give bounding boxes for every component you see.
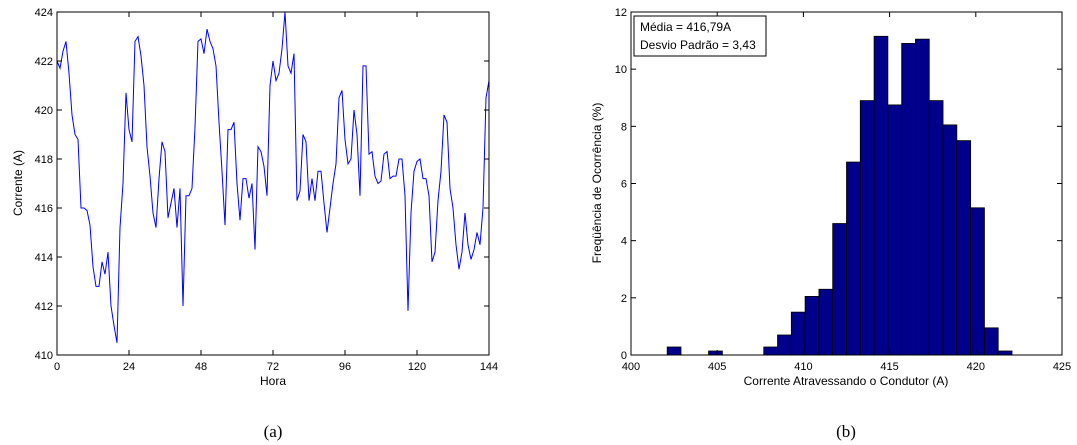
x-tick-label: 425 xyxy=(1053,361,1071,373)
histogram-bar xyxy=(790,311,806,356)
x-tick-label: 415 xyxy=(880,361,898,373)
histogram-bar xyxy=(901,43,916,356)
x-tick-label: 400 xyxy=(622,361,640,373)
x-tick-label: 405 xyxy=(708,361,726,373)
x-tick-label: 48 xyxy=(195,361,207,373)
histogram-bar xyxy=(997,350,1013,356)
histogram-bar xyxy=(804,295,820,356)
histogram-bar xyxy=(984,327,999,356)
y-tick-label: 8 xyxy=(621,121,627,133)
x-axis-ticks-b: 400 405 410 415 420 425 xyxy=(622,12,1071,373)
plot-area-a xyxy=(57,12,489,355)
histogram-bar xyxy=(666,346,682,356)
histogram-bar xyxy=(887,104,903,356)
histogram-bar xyxy=(708,350,723,356)
x-tick-label: 96 xyxy=(339,361,351,373)
x-tick-label: 420 xyxy=(967,361,985,373)
y-tick-label: 414 xyxy=(35,252,53,264)
stats-legend: Média = 416,79A Desvio Padrão = 3,43 xyxy=(633,15,767,57)
y-tick-label: 412 xyxy=(35,301,53,313)
y-axis-label-b: Freqüência de Ocorrência (%) xyxy=(590,103,604,264)
histogram-bar xyxy=(873,35,889,356)
y-tick-label: 10 xyxy=(615,64,627,76)
mean-annotation: Média = 416,79A xyxy=(640,20,731,34)
x-tick-label: 144 xyxy=(480,361,498,373)
histogram-panel: 400 405 410 415 420 425 0 2 4 6 8 10 12 Média = 416… xyxy=(590,7,1071,441)
stats-legend-box xyxy=(633,15,767,57)
y-tick-label: 4 xyxy=(621,236,627,248)
x-tick-label: 0 xyxy=(54,361,60,373)
series-line xyxy=(56,11,490,343)
x-tick-label: 72 xyxy=(267,361,279,373)
histogram-bar xyxy=(846,161,861,356)
y-tick-label: 0 xyxy=(621,350,627,362)
y-tick-label: 410 xyxy=(35,350,53,362)
x-tick-label: 410 xyxy=(794,361,812,373)
y-tick-label: 422 xyxy=(35,56,53,68)
caption-b: (b) xyxy=(836,422,856,441)
y-axis-ticks-a: 410 412 414 416 418 420 422 424 xyxy=(35,7,489,362)
line-chart-marks xyxy=(56,11,490,343)
x-axis-label-b: Corrente Atravessando o Condutor (A) xyxy=(744,374,949,388)
stddev-annotation: Desvio Padrão = 3,43 xyxy=(640,38,756,52)
y-tick-label: 416 xyxy=(35,203,53,215)
y-tick-label: 6 xyxy=(621,179,627,191)
histogram-bar xyxy=(928,100,944,356)
histogram-bar xyxy=(970,207,985,356)
x-axis-label-a: Hora xyxy=(260,374,286,388)
histogram-bar xyxy=(763,346,778,356)
histogram-bar xyxy=(832,223,847,356)
x-tick-label: 120 xyxy=(408,361,426,373)
histogram-bar xyxy=(915,38,930,356)
histogram-bar xyxy=(818,288,834,356)
histogram-bar xyxy=(956,140,972,356)
caption-a: (a) xyxy=(264,422,283,441)
axes-box-b xyxy=(630,11,1063,356)
axes-box-a xyxy=(56,11,490,356)
histogram-bar xyxy=(777,334,792,356)
y-tick-label: 2 xyxy=(621,293,627,305)
y-axis-ticks-b: 0 2 4 6 8 10 12 xyxy=(615,7,1062,362)
x-axis-ticks-a: 0 24 48 72 96 120 144 xyxy=(54,12,498,373)
y-axis-label-a: Corrente (A) xyxy=(11,150,25,216)
line-chart-panel: 0 24 48 72 96 120 144 410 412 414 416 418 420 422 424… xyxy=(11,7,498,441)
y-tick-label: 420 xyxy=(35,105,53,117)
y-tick-label: 424 xyxy=(35,7,53,19)
histogram-bar xyxy=(942,124,958,356)
histogram-bars xyxy=(666,35,1013,356)
x-tick-label: 24 xyxy=(123,361,135,373)
y-tick-label: 418 xyxy=(35,154,53,166)
y-tick-label: 12 xyxy=(615,7,627,19)
histogram-bar xyxy=(859,100,875,356)
